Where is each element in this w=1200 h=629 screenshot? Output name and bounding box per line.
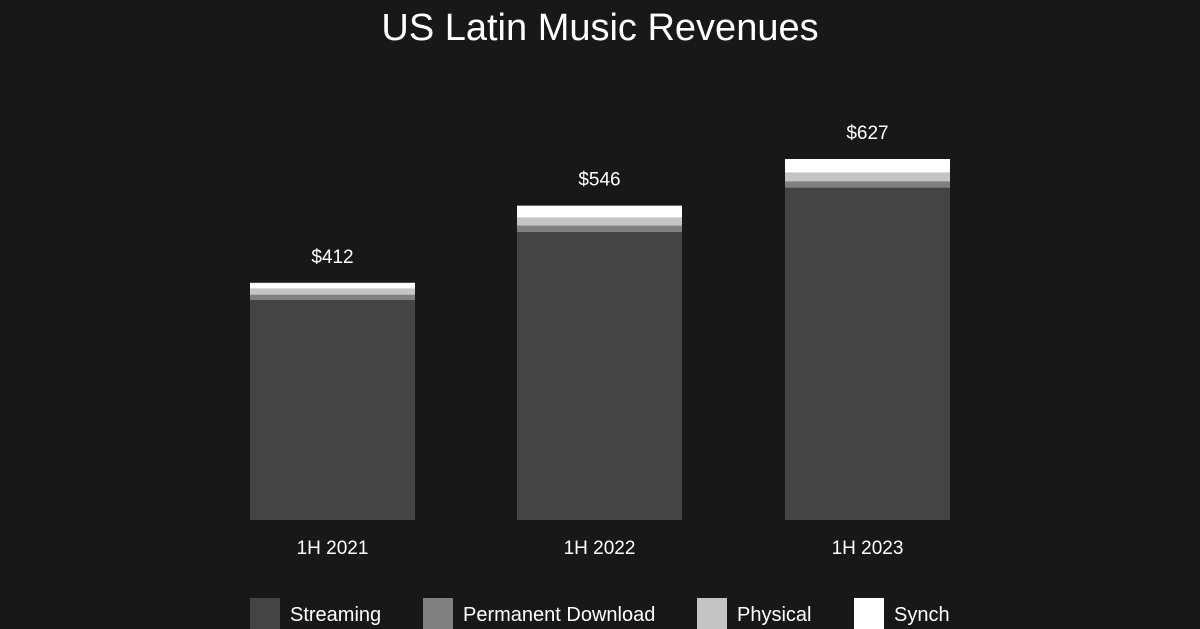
- bar-1h-2022: [517, 205, 682, 520]
- legend-label-physical: Physical: [737, 604, 811, 626]
- bar-segment-streaming-1h-2023: [785, 187, 950, 521]
- bar-segment-physical-1h-2023: [785, 172, 950, 182]
- bars-layer: [250, 159, 950, 521]
- labels-layer: $412 1H 2021 $546 1H 2022 $627 1H 2023: [297, 123, 904, 559]
- legend-swatch-physical: [697, 598, 727, 629]
- bar-segment-permanent-download-1h-2021: [250, 294, 415, 301]
- legend: Streaming Permanent Download Physical Synch: [250, 598, 950, 629]
- legend-label-streaming: Streaming: [290, 604, 381, 626]
- bar-1h-2021: [250, 282, 415, 520]
- legend-item-synch: Synch: [854, 598, 950, 629]
- legend-label-permanent-download: Permanent Download: [463, 604, 655, 626]
- chart-title: US Latin Music Revenues: [381, 7, 818, 49]
- legend-swatch-permanent-download: [423, 598, 453, 629]
- bar-segment-synch-1h-2022: [517, 205, 682, 218]
- total-label-1h-2023: $627: [846, 123, 888, 144]
- total-label-1h-2021: $412: [311, 247, 353, 268]
- legend-swatch-streaming: [250, 598, 280, 629]
- bar-segment-synch-1h-2021: [250, 282, 415, 289]
- total-label-1h-2022: $546: [578, 170, 620, 191]
- legend-swatch-synch: [854, 598, 884, 629]
- x-tick-label-1h-2022: 1H 2022: [564, 538, 636, 559]
- x-tick-label-1h-2023: 1H 2023: [832, 538, 904, 559]
- legend-item-streaming: Streaming: [250, 598, 381, 629]
- legend-label-synch: Synch: [894, 604, 950, 626]
- bar-1h-2023: [785, 159, 950, 521]
- bar-segment-streaming-1h-2021: [250, 300, 415, 520]
- bar-segment-permanent-download-1h-2022: [517, 225, 682, 233]
- bar-segment-synch-1h-2023: [785, 159, 950, 173]
- legend-item-permanent-download: Permanent Download: [423, 598, 655, 629]
- bar-segment-physical-1h-2022: [517, 217, 682, 226]
- x-tick-label-1h-2021: 1H 2021: [297, 538, 369, 559]
- bar-segment-streaming-1h-2022: [517, 232, 682, 520]
- legend-item-physical: Physical: [697, 598, 811, 629]
- bar-segment-permanent-download-1h-2023: [785, 181, 950, 188]
- bar-segment-physical-1h-2021: [250, 288, 415, 295]
